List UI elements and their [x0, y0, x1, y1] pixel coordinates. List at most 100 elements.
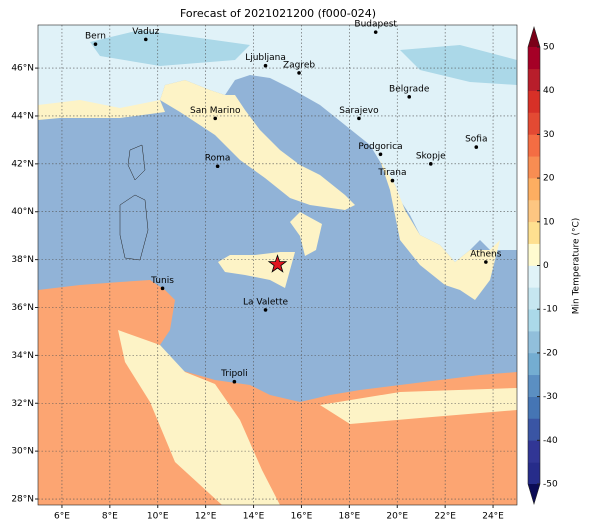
x-tick-label: 18°E	[339, 512, 361, 522]
colorbar-band	[528, 112, 540, 135]
colorbar-band	[528, 440, 540, 463]
libya-coast	[320, 388, 517, 424]
city-point	[474, 145, 479, 149]
colorbar-band	[528, 418, 540, 441]
title: Forecast of 2021021200 (f000-024)	[180, 7, 376, 20]
africa-warm	[118, 330, 280, 505]
colorbar-under	[528, 484, 540, 504]
location-star	[267, 254, 288, 273]
x-tick-label: 12°E	[195, 512, 217, 522]
po-valley	[38, 100, 165, 120]
graticule: 6°E 8°E 10°E 12°E 14°E 16°E 18°E 20°E 22°E 24°E 28…	[11, 25, 517, 522]
x-tick-label: 16°E	[291, 512, 313, 522]
map-frame	[37, 24, 518, 506]
city-label: Vaduz	[132, 27, 159, 37]
colorbar-label: Min Temperature (°C)	[572, 218, 582, 315]
city-label: Belgrade	[389, 84, 430, 94]
y-tick-label: 34°N	[11, 351, 34, 361]
colorbar-over	[528, 27, 540, 47]
y-tick-label: 46°N	[11, 64, 34, 74]
city-label: Ljubljana	[245, 53, 286, 63]
colorbar-tick-label: -10	[543, 305, 558, 315]
city-point	[484, 260, 488, 264]
x-tick-label: 8°E	[102, 512, 118, 522]
colorbar-band	[528, 374, 540, 397]
colorbar-band	[528, 462, 540, 485]
colorbar-band	[528, 331, 540, 354]
city-point	[143, 37, 148, 42]
city-point	[407, 95, 412, 99]
greece	[380, 160, 500, 300]
colorbar-band	[528, 134, 540, 157]
city-point	[297, 71, 301, 75]
calabria	[290, 212, 322, 256]
x-tick-label: 14°E	[243, 512, 265, 522]
colorbar-band	[528, 396, 540, 419]
city-point	[215, 164, 220, 169]
corsica	[127, 144, 146, 181]
city-label: Roma	[205, 154, 231, 164]
city-point	[373, 30, 378, 34]
y-tick-label: 38°N	[11, 255, 34, 265]
x-tick-label: 22°E	[434, 512, 456, 522]
city-label: Zagreb	[283, 60, 315, 70]
y-tick-label: 36°N	[11, 303, 34, 313]
colorbar-band	[528, 221, 540, 244]
city-point	[160, 286, 165, 291]
x-tick-label: 20°E	[386, 512, 408, 522]
city-point	[378, 152, 383, 157]
colorbar-tick-label: 10	[543, 217, 555, 227]
city-label: Sofia	[465, 135, 487, 145]
y-tick-label: 42°N	[11, 159, 34, 169]
colorbar-band	[528, 199, 540, 223]
x-tick-label: 10°E	[147, 512, 169, 522]
city-point	[263, 308, 268, 312]
city-point	[213, 116, 218, 121]
colorbar-band	[528, 309, 540, 332]
map-fill	[38, 25, 517, 505]
city-point	[357, 116, 361, 121]
colorbar-tick-label: 20	[543, 174, 555, 184]
colorbar-band	[528, 243, 540, 266]
y-tick-label: 44°N	[11, 111, 34, 121]
city-label: Tripoli	[220, 369, 248, 379]
colorbar-band	[528, 352, 540, 376]
y-tick-label: 28°N	[11, 495, 34, 505]
city-label: San Marino	[190, 106, 241, 116]
europe	[38, 25, 517, 262]
colorbar-band	[528, 287, 540, 310]
city-label: Athens	[470, 250, 501, 260]
city-label: Skopje	[416, 151, 446, 161]
colorbar-tick-label: 0	[543, 261, 549, 271]
colorbar-band	[528, 265, 540, 288]
city-label: Bern	[85, 32, 106, 42]
colorbar-tick-label: 50	[543, 43, 555, 53]
city-label: La Valette	[243, 297, 288, 307]
city-label: Budapest	[354, 20, 397, 30]
x-tick-label: 24°E	[482, 512, 504, 522]
colorbar-band	[528, 156, 540, 179]
colorbar-band	[528, 68, 540, 91]
colorbar-tick-label: -20	[543, 348, 558, 358]
colorbar-tick-label: -40	[543, 436, 558, 446]
carpathians	[400, 45, 517, 85]
x-tick-label: 6°E	[54, 512, 70, 522]
city-point	[390, 178, 395, 183]
colorbar-tick-label: 40	[543, 86, 555, 96]
sardinia	[119, 194, 149, 261]
city-label: Podgorica	[358, 142, 402, 152]
y-tick-label: 30°N	[11, 447, 34, 457]
colorbar-tick-label: 30	[543, 130, 555, 140]
city-label: Tirana	[377, 168, 406, 178]
city-label: Sarajevo	[339, 106, 379, 116]
colorbar-band	[528, 178, 540, 201]
colorbar: -50 -40 -30 -20 -10 0 10 20 30 40 50	[527, 25, 558, 506]
colorbar-band	[528, 47, 540, 70]
city-point	[428, 162, 433, 166]
italy	[160, 80, 355, 210]
city-point	[232, 379, 237, 384]
alps	[90, 30, 250, 66]
colorbar-tick-label: -50	[543, 480, 558, 490]
